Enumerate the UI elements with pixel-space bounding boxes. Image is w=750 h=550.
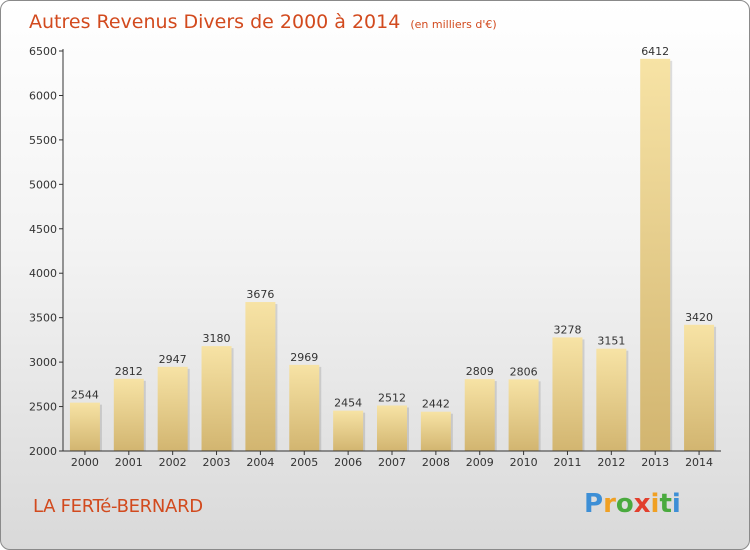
- bar: [464, 379, 495, 451]
- logo-letter: r: [603, 489, 616, 519]
- y-tick-label: 6000: [29, 89, 57, 102]
- data-label: 2454: [334, 397, 362, 410]
- data-label: 3278: [553, 323, 581, 336]
- proxiti-logo: Proxiti: [584, 489, 681, 519]
- y-tick-label: 3500: [29, 312, 57, 325]
- y-tick-label: 3000: [29, 356, 57, 369]
- x-tick-label: 2002: [159, 456, 187, 469]
- data-label: 2809: [466, 365, 494, 378]
- bar: [552, 337, 583, 451]
- bar: [420, 411, 451, 451]
- bar: [157, 366, 188, 451]
- logo-letter: i: [650, 489, 660, 519]
- x-tick-label: 2011: [553, 456, 581, 469]
- x-tick-label: 2004: [246, 456, 274, 469]
- location-name: LA FERTé-BERNARD: [33, 496, 203, 517]
- y-tick-label: 5500: [29, 134, 57, 147]
- logo-letter: x: [633, 489, 651, 519]
- x-tick-label: 2003: [203, 456, 231, 469]
- y-tick-label: 4000: [29, 267, 57, 280]
- x-tick-label: 2006: [334, 456, 362, 469]
- x-tick-label: 2001: [115, 456, 143, 469]
- x-tick-label: 2005: [290, 456, 318, 469]
- data-label: 2544: [71, 389, 99, 402]
- y-tick-label: 6500: [29, 45, 57, 58]
- x-tick-label: 2010: [510, 456, 538, 469]
- logo-letter: t: [659, 489, 672, 519]
- x-tick-label: 2012: [597, 456, 625, 469]
- data-label: 3151: [597, 335, 625, 348]
- bar: [69, 402, 100, 451]
- data-label: 2512: [378, 391, 406, 404]
- bar: [596, 348, 627, 451]
- logo-letter: i: [671, 489, 681, 519]
- bar: [289, 364, 320, 451]
- data-label: 3420: [685, 311, 713, 324]
- data-label: 6412: [641, 45, 669, 58]
- chart-unit-note: (en milliers d'€): [410, 18, 497, 31]
- bar: [377, 405, 407, 451]
- bar: [201, 346, 232, 451]
- data-label: 3676: [246, 288, 274, 301]
- data-label: 2806: [510, 365, 538, 378]
- bar: [684, 324, 715, 451]
- y-tick-label: 2500: [29, 401, 57, 414]
- bar: [640, 58, 671, 451]
- data-label: 2947: [159, 353, 187, 366]
- data-label: 2969: [290, 351, 318, 364]
- data-label: 3180: [203, 332, 231, 345]
- data-label: 2812: [115, 365, 143, 378]
- x-tick-label: 2013: [641, 456, 669, 469]
- bar: [333, 410, 364, 451]
- bar: [113, 378, 144, 451]
- data-label: 2442: [422, 398, 450, 411]
- x-tick-label: 2008: [422, 456, 450, 469]
- y-tick-label: 5000: [29, 178, 57, 191]
- y-tick-label: 2000: [29, 445, 57, 458]
- logo-letter: P: [584, 489, 604, 519]
- logo-letter: o: [615, 489, 634, 519]
- x-tick-label: 2014: [685, 456, 713, 469]
- bar: [245, 302, 276, 451]
- y-tick-label: 4500: [29, 223, 57, 236]
- chart-title-text: Autres Revenus Divers de 2000 à 2014: [29, 11, 401, 33]
- bar: [508, 379, 539, 451]
- x-tick-label: 2007: [378, 456, 406, 469]
- chart-title: Autres Revenus Divers de 2000 à 2014 (en…: [29, 11, 497, 33]
- x-tick-label: 2000: [71, 456, 99, 469]
- x-tick-label: 2009: [466, 456, 494, 469]
